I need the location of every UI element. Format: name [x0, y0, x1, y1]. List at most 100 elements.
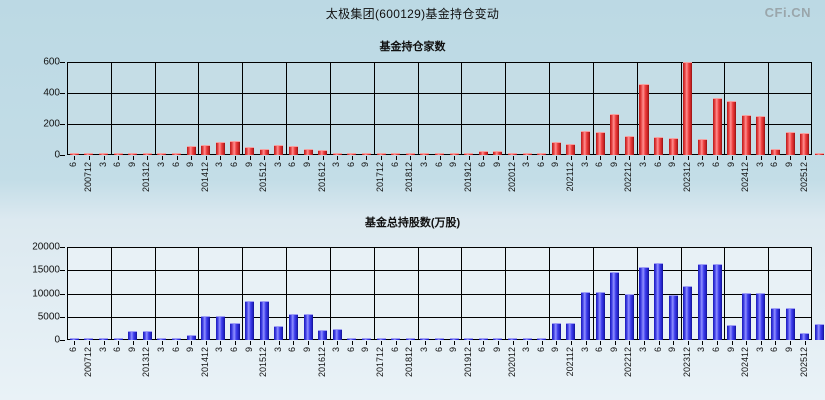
x-axis-tick-mark [206, 156, 207, 160]
bottom-chart-subtitle: 基金总持股数(万股) [0, 214, 825, 230]
x-axis-tick-label: 3 [756, 162, 765, 167]
x-axis-tick-label: 202512 [800, 162, 809, 192]
bar [610, 114, 619, 155]
x-axis-tick-label: 9 [128, 347, 137, 352]
bar [654, 137, 663, 155]
x-axis-tick-mark [717, 156, 718, 160]
x-axis-tick-mark [235, 341, 236, 345]
bar [479, 338, 488, 341]
x-axis-tick-mark [352, 156, 353, 160]
x-axis-tick-mark [702, 156, 703, 160]
bar [128, 153, 137, 156]
x-axis-tick-label: 6 [537, 347, 546, 352]
x-axis-tick-mark [323, 156, 324, 160]
x-axis-tick-mark [162, 341, 163, 345]
bar [128, 331, 137, 340]
x-axis-tick-mark [600, 156, 601, 160]
x-axis-tick-label: 6 [347, 162, 356, 167]
x-axis-tick-label: 6 [172, 347, 181, 352]
x-axis-tick-mark [177, 156, 178, 160]
x-axis-tick-label: 201612 [318, 347, 327, 377]
x-axis-tick-mark [425, 341, 426, 345]
x-axis-tick-label: 201312 [142, 347, 151, 377]
x-axis-tick-mark [571, 156, 572, 160]
x-axis-tick-label: 3 [274, 347, 283, 352]
bar [289, 146, 298, 155]
bar [508, 153, 517, 156]
x-axis-tick-label: 9 [493, 347, 502, 352]
bar [698, 139, 707, 156]
x-axis-tick-mark [147, 341, 148, 345]
x-axis-tick-label: 6 [435, 162, 444, 167]
x-axis-tick-label: 9 [303, 162, 312, 167]
bar [756, 116, 765, 155]
x-axis-tick-mark [206, 341, 207, 345]
top-chart-x-axis: 6200712369201312369201412369201512369201… [67, 156, 812, 212]
bar [230, 323, 239, 340]
x-axis-tick-mark [89, 341, 90, 345]
bar [70, 338, 79, 341]
bar [230, 141, 239, 155]
x-axis-tick-mark [410, 341, 411, 345]
bar [274, 145, 283, 155]
bar [800, 333, 809, 340]
x-axis-tick-label: 3 [420, 162, 429, 167]
bar [245, 147, 254, 155]
x-axis-tick-label: 202212 [624, 347, 633, 377]
x-axis-tick-mark [790, 156, 791, 160]
bar [274, 326, 283, 340]
x-axis-tick-label: 6 [230, 347, 239, 352]
y-axis-tick-label: 15000 [32, 265, 60, 276]
x-axis-tick-label: 3 [756, 347, 765, 352]
bar [318, 330, 327, 340]
bar [566, 323, 575, 340]
top-chart-subtitle: 基金持仓家数 [0, 38, 825, 54]
x-axis-tick-label: 9 [668, 162, 677, 167]
x-axis-tick-label: 201612 [318, 162, 327, 192]
bottom-chart-x-axis: 6200712369201312369201412369201512369201… [67, 341, 812, 397]
bar [377, 153, 386, 156]
bar [727, 101, 736, 155]
bar [84, 153, 93, 156]
bar [99, 153, 108, 156]
x-axis-tick-label: 200712 [84, 347, 93, 377]
bar [523, 338, 532, 341]
x-axis-tick-label: 201712 [376, 162, 385, 192]
bar [114, 153, 123, 156]
x-axis-tick-label: 9 [727, 347, 736, 352]
x-axis-tick-label: 201312 [142, 162, 151, 192]
x-axis-tick-label: 6 [347, 347, 356, 352]
x-axis-tick-label: 9 [245, 347, 254, 352]
x-axis-tick-label: 6 [288, 162, 297, 167]
x-axis-tick-label: 6 [230, 162, 239, 167]
x-axis-tick-mark [586, 156, 587, 160]
x-axis-tick-label: 6 [172, 162, 181, 167]
y-axis-tick-mark [60, 340, 65, 341]
x-axis-tick-label: 6 [113, 162, 122, 167]
y-axis-tick-mark [60, 155, 65, 156]
x-axis-tick-label: 3 [157, 347, 166, 352]
x-axis-tick-label: 6 [595, 162, 604, 167]
x-axis-tick-mark [118, 156, 119, 160]
x-axis-tick-label: 3 [522, 347, 531, 352]
x-axis-tick-mark [542, 156, 543, 160]
bar [201, 316, 210, 340]
top-chart-y-axis: 0200400600 [0, 62, 64, 155]
x-axis-tick-label: 9 [727, 162, 736, 167]
x-axis-tick-mark [513, 341, 514, 345]
x-axis-tick-label: 6 [770, 162, 779, 167]
bar [99, 338, 108, 341]
x-axis-tick-mark [352, 341, 353, 345]
x-axis-tick-label: 6 [69, 162, 78, 167]
x-axis-tick-label: 202112 [566, 347, 575, 376]
x-axis-tick-label: 3 [99, 162, 108, 167]
bar [639, 267, 648, 340]
bar [157, 153, 166, 156]
x-axis-tick-label: 6 [391, 347, 400, 352]
x-axis-tick-label: 3 [639, 162, 648, 167]
x-axis-tick-mark [688, 341, 689, 345]
bar [435, 153, 444, 156]
x-axis-tick-mark [717, 341, 718, 345]
bar [493, 151, 502, 155]
x-axis-tick-mark [337, 156, 338, 160]
